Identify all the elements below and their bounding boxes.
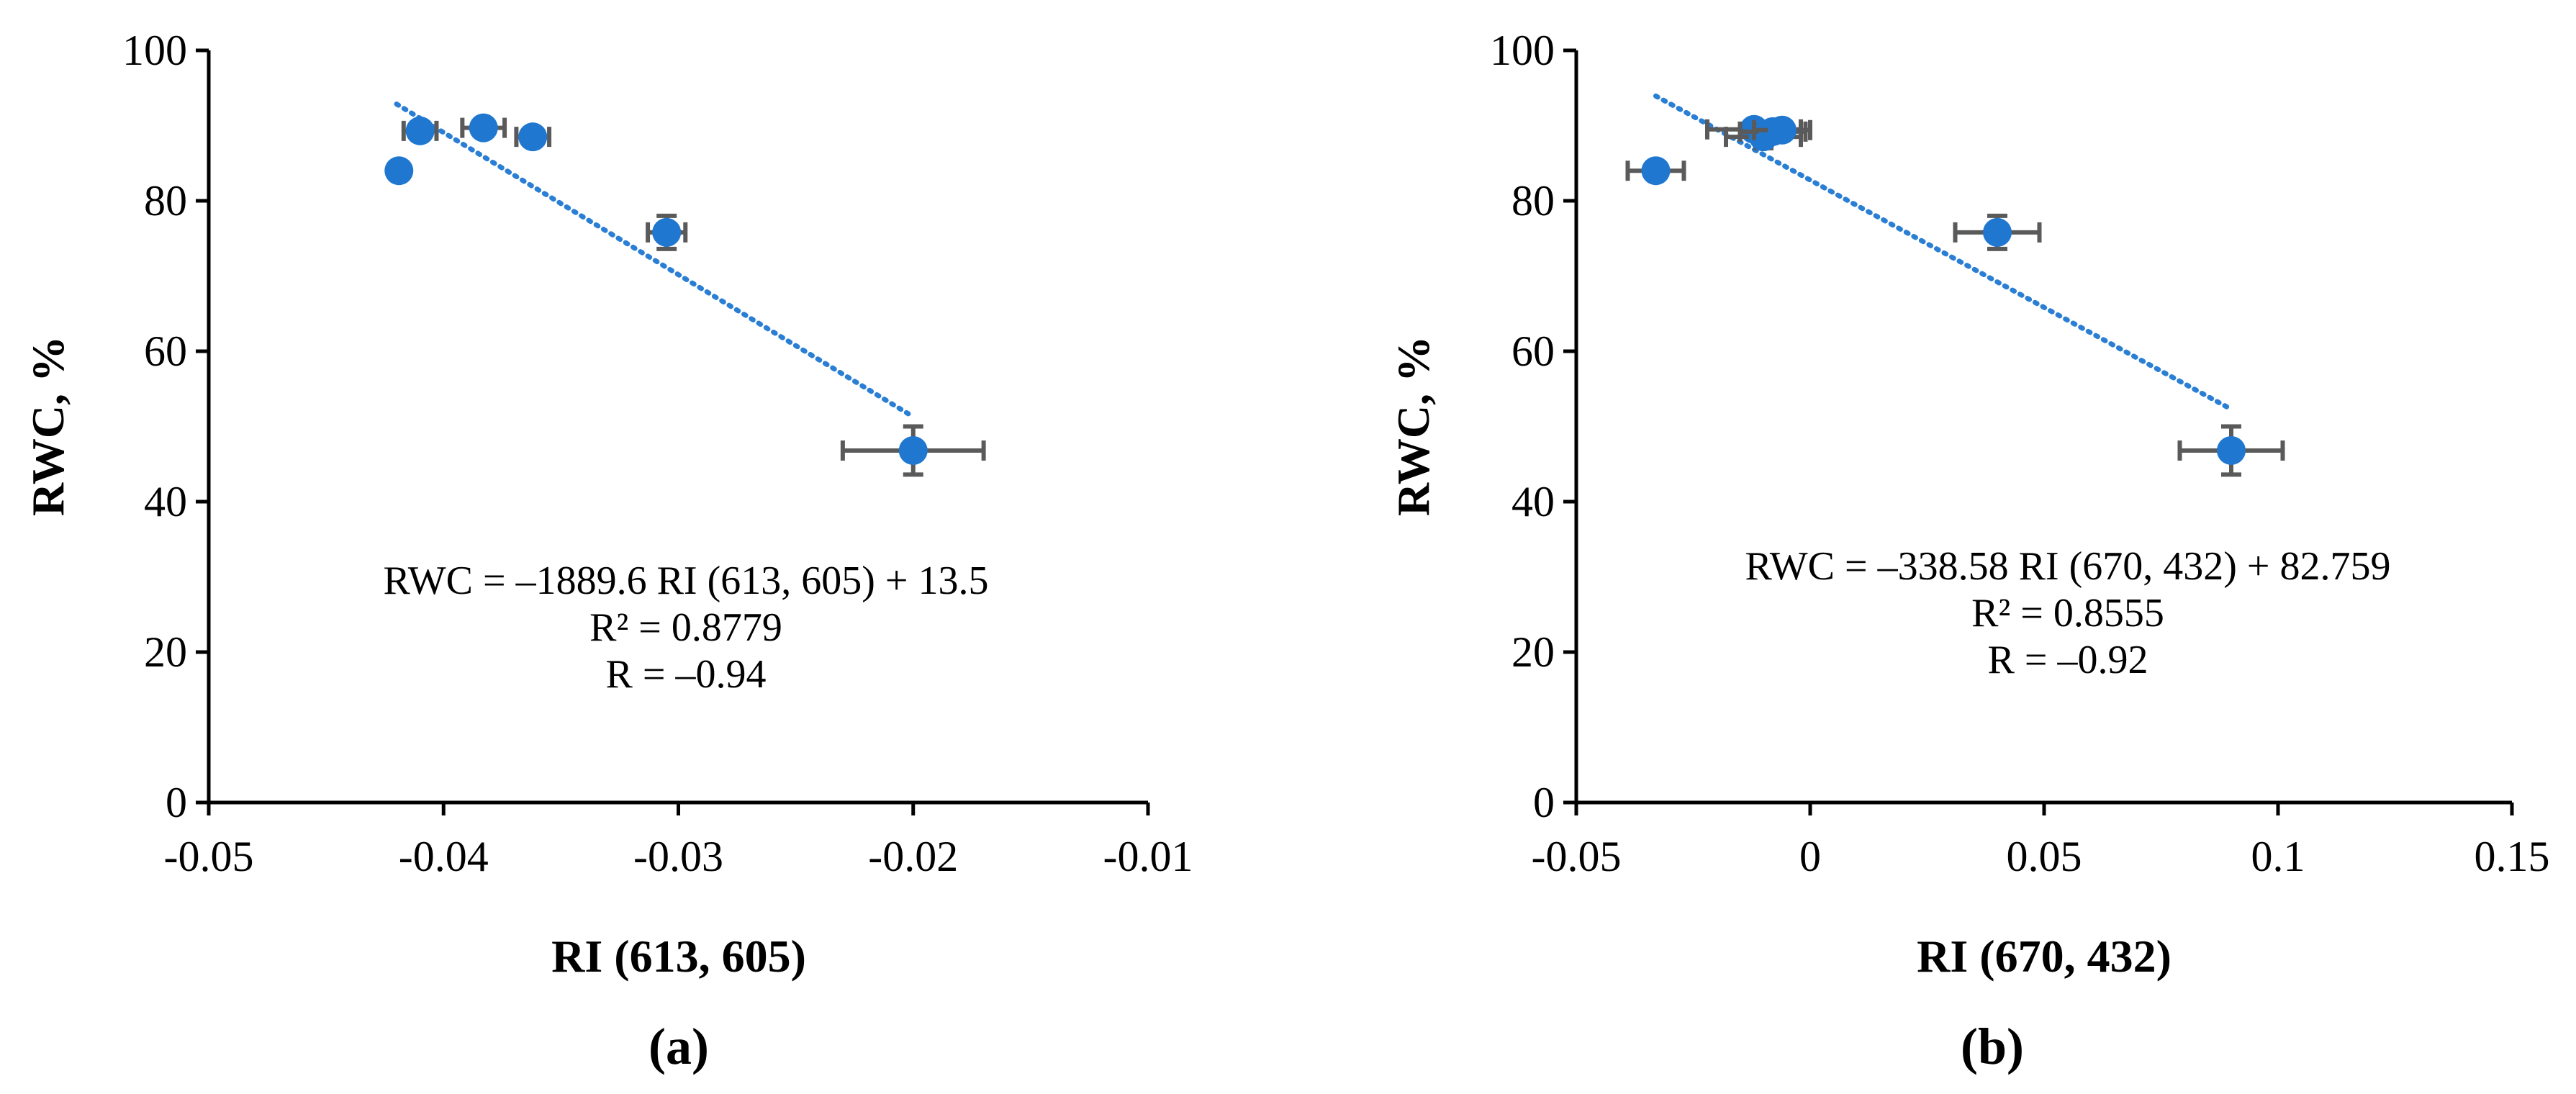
- panel-label-b: (b): [1961, 1018, 2024, 1075]
- points-b: [1625, 114, 2285, 477]
- x-tick-label-a: -0.01: [1103, 833, 1193, 880]
- equation-b: RWC = –338.58 RI (670, 432) + 82.759: [1745, 544, 2391, 589]
- r-squared-a: R² = 0.8779: [589, 605, 782, 650]
- r-squared-b: R² = 0.8555: [1971, 591, 2164, 636]
- ticks-a: 0 20 40 60 80 100 -0.05 -0.04 -0.03 -0.02 -0.01: [122, 27, 1193, 880]
- y-tick-label-b: 60: [1511, 327, 1555, 375]
- x-tick-label-b: 0: [1799, 833, 1821, 880]
- panel-label-a: (a): [648, 1018, 709, 1075]
- y-tick-label-b: 100: [1490, 27, 1555, 74]
- y-tick-label-a: 80: [144, 177, 187, 225]
- trendline-b-group: [1653, 93, 2234, 412]
- data-point-a: [518, 122, 548, 152]
- points-a: [384, 113, 986, 477]
- trendline-a: [394, 101, 916, 420]
- data-point-b: [1641, 156, 1671, 186]
- y-axis-title-a: RWC, %: [22, 336, 73, 516]
- x-tick-label-b: 0.05: [2007, 833, 2082, 880]
- equation-a: RWC = –1889.6 RI (613, 605) + 13.5: [384, 559, 989, 603]
- y-tick-label-b: 0: [1533, 779, 1555, 826]
- y-tick-label-a: 100: [122, 27, 187, 74]
- y-tick-label-a: 60: [144, 327, 187, 375]
- y-tick-label-a: 20: [144, 628, 187, 676]
- data-point-a: [898, 435, 928, 465]
- x-axis-title-b: RI (670, 432): [1917, 931, 2171, 982]
- x-tick-label-a: -0.02: [868, 833, 958, 880]
- chart-panel-b: 0 20 40 60 80 100 -0.05 0 0.05 0.1 0.15 RWC = –338…: [1388, 27, 2550, 1075]
- x-tick-label-b: 0.1: [2251, 833, 2305, 880]
- data-point-a: [405, 116, 435, 145]
- ticks-b: 0 20 40 60 80 100 -0.05 0 0.05 0.1 0.15: [1490, 27, 2550, 880]
- data-point-a: [469, 113, 498, 143]
- data-point-b: [2217, 435, 2246, 465]
- trendline-a-group: [394, 101, 916, 420]
- data-point-b: [1768, 115, 1797, 145]
- data-point-b: [1983, 217, 2012, 247]
- y-tick-label-a: 0: [166, 779, 187, 826]
- x-tick-label-b: -0.05: [1532, 833, 1622, 880]
- y-tick-label-a: 40: [144, 478, 187, 525]
- x-tick-label-b: 0.15: [2475, 833, 2550, 880]
- data-point-a: [384, 156, 414, 186]
- r-value-b: R = –0.92: [1988, 638, 2148, 682]
- data-point-a: [652, 217, 682, 247]
- r-value-a: R = –0.94: [606, 652, 767, 697]
- x-axis-title-a: RI (613, 605): [551, 931, 806, 982]
- y-tick-label-b: 80: [1511, 177, 1555, 225]
- y-tick-label-b: 20: [1511, 628, 1555, 676]
- x-tick-label-a: -0.03: [633, 833, 723, 880]
- axes-b: [1574, 50, 2512, 805]
- chart-panel-a: 0 20 40 60 80 100 -0.05 -0.04 -0.03 -0.02 -0.01 RW…: [22, 27, 1193, 1075]
- trendline-b: [1653, 93, 2234, 412]
- y-axis-title-b: RWC, %: [1388, 336, 1439, 516]
- x-tick-label-a: -0.05: [164, 833, 254, 880]
- y-tick-label-b: 40: [1511, 478, 1555, 525]
- x-tick-label-a: -0.04: [399, 833, 489, 880]
